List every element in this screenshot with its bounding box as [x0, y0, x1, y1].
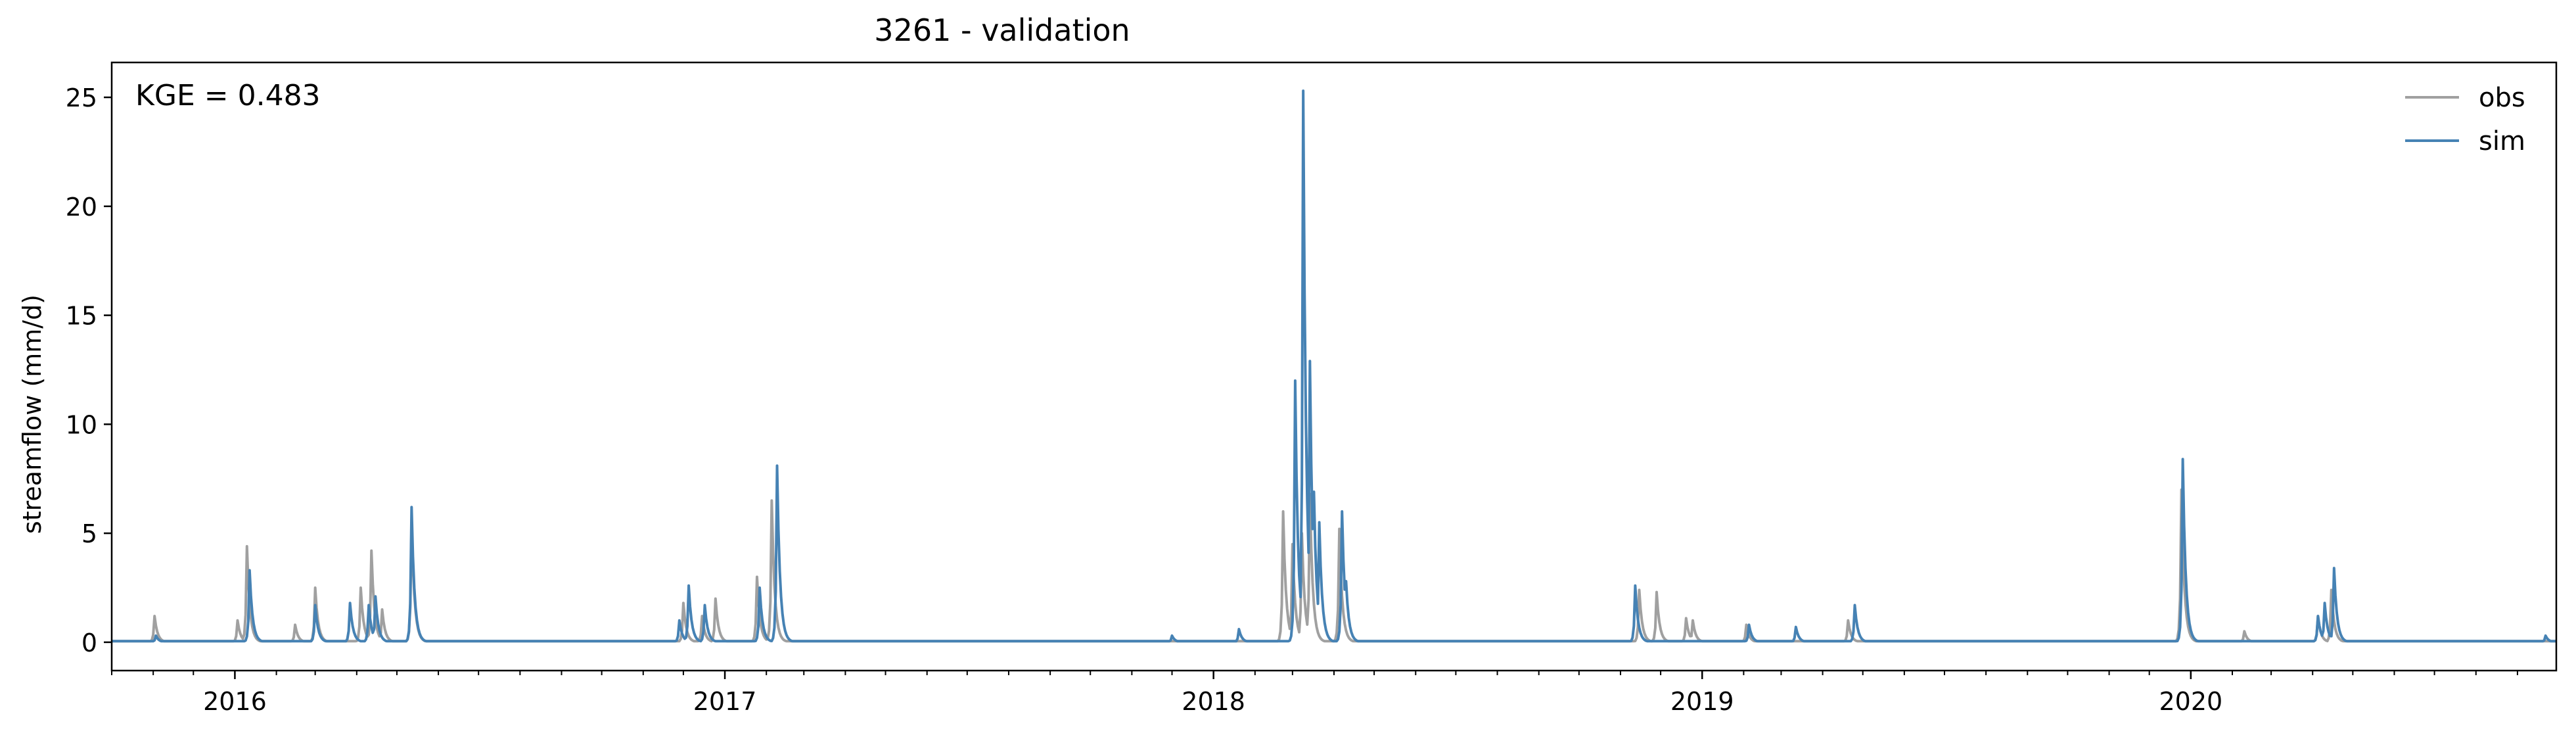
x-tick-label: 2018 [1182, 687, 1245, 716]
legend-label-sim: sim [2479, 126, 2525, 156]
y-tick-label: 20 [66, 193, 97, 222]
legend-label-obs: obs [2479, 83, 2525, 113]
x-tick-label: 2020 [2159, 687, 2222, 716]
x-axis-ticks: 2016 2017 2018 2019 2020 [111, 671, 2518, 716]
y-tick-label: 0 [81, 628, 97, 657]
y-tick-label: 15 [66, 302, 97, 331]
series-line-sim [112, 89, 2556, 643]
y-tick-label: 5 [81, 519, 97, 548]
legend: obs sim [2405, 83, 2525, 156]
series-layer [112, 89, 2556, 643]
chart-title: 3261 - validation [874, 12, 1130, 48]
y-tick-label: 25 [66, 83, 97, 112]
x-tick-label: 2016 [203, 687, 267, 716]
x-tick-label: 2019 [1670, 687, 1734, 716]
x-tick-label: 2017 [693, 687, 757, 716]
y-tick-label: 10 [66, 410, 97, 439]
y-axis-label: streamflow (mm/d) [18, 295, 47, 534]
y-axis-ticks: 0 5 10 15 20 25 [66, 83, 112, 657]
kge-annotation: KGE = 0.483 [135, 79, 321, 112]
